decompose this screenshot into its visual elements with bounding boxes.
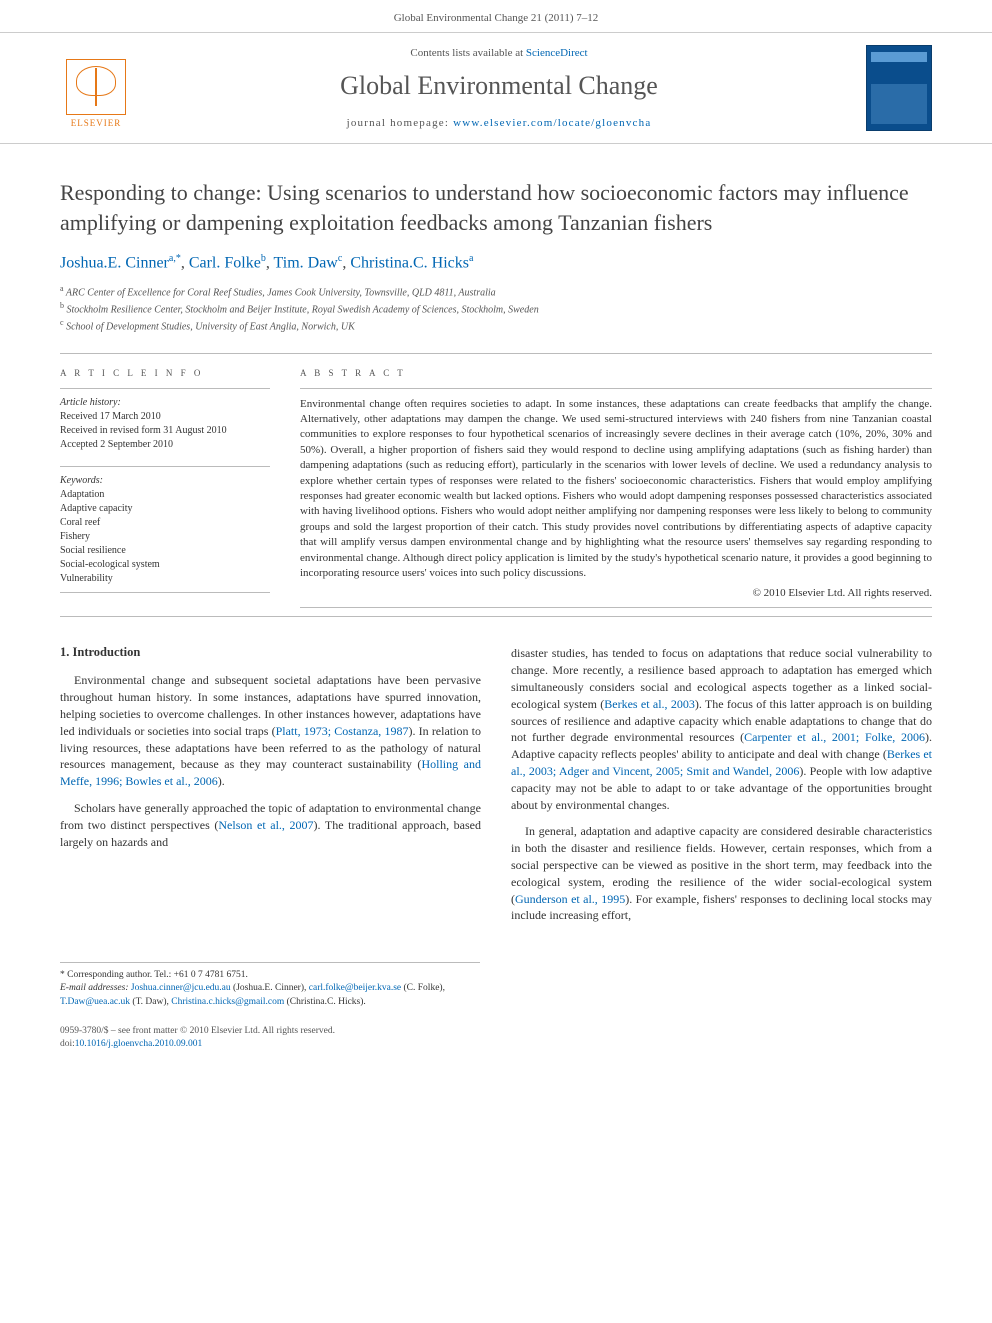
elsevier-logo: ELSEVIER <box>60 48 132 128</box>
keyword: Social-ecological system <box>60 558 270 572</box>
doi-link[interactable]: 10.1016/j.gloenvcha.2010.09.001 <box>75 1039 202 1049</box>
paragraph: Scholars have generally approached the t… <box>60 800 481 850</box>
author-affil-sup: b <box>261 253 266 264</box>
divider <box>60 353 932 354</box>
article-history: Article history: Received 17 March 2010 … <box>60 388 270 452</box>
affiliation-text: ARC Center of Excellence for Coral Reef … <box>66 287 496 298</box>
abstract-heading: A B S T R A C T <box>300 368 932 378</box>
divider <box>60 616 932 617</box>
history-label: Article history: <box>60 397 270 408</box>
affiliations: a ARC Center of Excellence for Coral Ree… <box>0 283 992 345</box>
doi-line: doi:10.1016/j.gloenvcha.2010.09.001 <box>60 1038 932 1051</box>
paragraph: In general, adaptation and adaptive capa… <box>511 823 932 924</box>
journal-homepage-line: journal homepage: www.elsevier.com/locat… <box>148 117 850 129</box>
keyword: Adaptation <box>60 488 270 502</box>
page-footer: 0959-3780/$ – see front matter © 2010 El… <box>60 1025 932 1052</box>
affiliation-line: b Stockholm Resilience Center, Stockholm… <box>60 300 932 317</box>
keyword: Coral reef <box>60 516 270 530</box>
corresponding-author-footnote: * Corresponding author. Tel.: +61 0 7 47… <box>60 962 480 1009</box>
elsevier-tree-icon <box>66 59 126 115</box>
email-owner: (T. Daw), <box>130 997 171 1007</box>
doi-prefix: doi: <box>60 1039 75 1049</box>
citation-link[interactable]: Gunderson et al., 1995 <box>515 892 625 906</box>
author-link[interactable]: Tim. Daw <box>274 255 338 272</box>
author-affil-sup: a,* <box>169 253 181 264</box>
homepage-prefix: journal homepage: <box>347 117 454 129</box>
email-label: E-mail addresses: <box>60 983 131 993</box>
para-text: ). <box>218 774 225 788</box>
abstract-text: Environmental change often requires soci… <box>300 397 932 582</box>
keyword: Vulnerability <box>60 572 270 586</box>
history-accepted: Accepted 2 September 2010 <box>60 438 270 452</box>
corresponding-emails: E-mail addresses: Joshua.cinner@jcu.edu.… <box>60 982 480 1009</box>
journal-name: Global Environmental Change <box>148 71 850 101</box>
author-list: Joshua.E. Cinnera,*, Carl. Folkeb, Tim. … <box>0 253 992 282</box>
info-abstract-row: A R T I C L E I N F O Article history: R… <box>0 362 992 609</box>
citation-link[interactable]: Platt, 1973; Costanza, 1987 <box>276 724 409 738</box>
section-heading: 1. Introduction <box>60 645 481 660</box>
keyword: Adaptive capacity <box>60 502 270 516</box>
abstract-block: A B S T R A C T Environmental change oft… <box>300 368 932 609</box>
author-link[interactable]: Joshua.E. Cinner <box>60 255 169 272</box>
paragraph: Environmental change and subsequent soci… <box>60 672 481 790</box>
email-link[interactable]: T.Daw@uea.ac.uk <box>60 997 130 1007</box>
corresponding-phone: * Corresponding author. Tel.: +61 0 7 47… <box>60 969 480 982</box>
citation-link[interactable]: Nelson et al., 2007 <box>218 818 313 832</box>
author-affil-sup: a <box>469 253 473 264</box>
running-head: Global Environmental Change 21 (2011) 7–… <box>0 0 992 32</box>
keywords-label: Keywords: <box>60 475 270 486</box>
body-columns: 1. Introduction Environmental change and… <box>0 625 992 934</box>
article-title: Responding to change: Using scenarios to… <box>0 144 992 253</box>
affiliation-text: School of Development Studies, Universit… <box>66 322 355 333</box>
affiliation-text: Stockholm Resilience Center, Stockholm a… <box>67 304 539 315</box>
sciencedirect-link[interactable]: ScienceDirect <box>526 47 588 59</box>
paragraph: disaster studies, has tended to focus on… <box>511 645 932 813</box>
masthead-center: Contents lists available at ScienceDirec… <box>148 47 850 129</box>
keyword: Fishery <box>60 530 270 544</box>
journal-masthead: ELSEVIER Contents lists available at Sci… <box>0 32 992 144</box>
history-revised: Received in revised form 31 August 2010 <box>60 424 270 438</box>
citation-link[interactable]: Carpenter et al., 2001; Folke, 2006 <box>744 730 925 744</box>
history-received: Received 17 March 2010 <box>60 410 270 424</box>
body-column-left: 1. Introduction Environmental change and… <box>60 645 481 934</box>
author-affil-sup: c <box>338 253 342 264</box>
journal-homepage-link[interactable]: www.elsevier.com/locate/gloenvcha <box>453 117 651 129</box>
journal-cover-thumbnail <box>866 45 932 131</box>
email-owner: (Joshua.E. Cinner), <box>231 983 309 993</box>
affiliation-line: c School of Development Studies, Univers… <box>60 317 932 334</box>
keywords-block: Keywords: Adaptation Adaptive capacity C… <box>60 466 270 593</box>
elsevier-name: ELSEVIER <box>71 118 122 128</box>
article-info-block: A R T I C L E I N F O Article history: R… <box>60 368 270 609</box>
affiliation-line: a ARC Center of Excellence for Coral Ree… <box>60 283 932 300</box>
contents-prefix: Contents lists available at <box>410 47 525 59</box>
author-link[interactable]: Christina.C. Hicks <box>350 255 469 272</box>
keyword: Social resilience <box>60 544 270 558</box>
citation-link[interactable]: Berkes et al., 2003 <box>604 697 695 711</box>
email-link[interactable]: carl.folke@beijer.kva.se <box>309 983 401 993</box>
author-link[interactable]: Carl. Folke <box>189 255 261 272</box>
email-owner: (C. Folke), <box>401 983 445 993</box>
email-owner: (Christina.C. Hicks). <box>284 997 366 1007</box>
email-link[interactable]: Joshua.cinner@jcu.edu.au <box>131 983 231 993</box>
issn-line: 0959-3780/$ – see front matter © 2010 El… <box>60 1025 932 1038</box>
article-info-heading: A R T I C L E I N F O <box>60 368 270 378</box>
copyright-line: © 2010 Elsevier Ltd. All rights reserved… <box>300 587 932 599</box>
body-column-right: disaster studies, has tended to focus on… <box>511 645 932 934</box>
email-link[interactable]: Christina.c.hicks@gmail.com <box>171 997 284 1007</box>
contents-lists-line: Contents lists available at ScienceDirec… <box>148 47 850 59</box>
